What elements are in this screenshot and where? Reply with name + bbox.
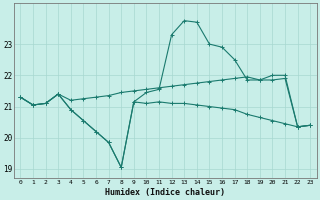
X-axis label: Humidex (Indice chaleur): Humidex (Indice chaleur) [105,188,225,197]
